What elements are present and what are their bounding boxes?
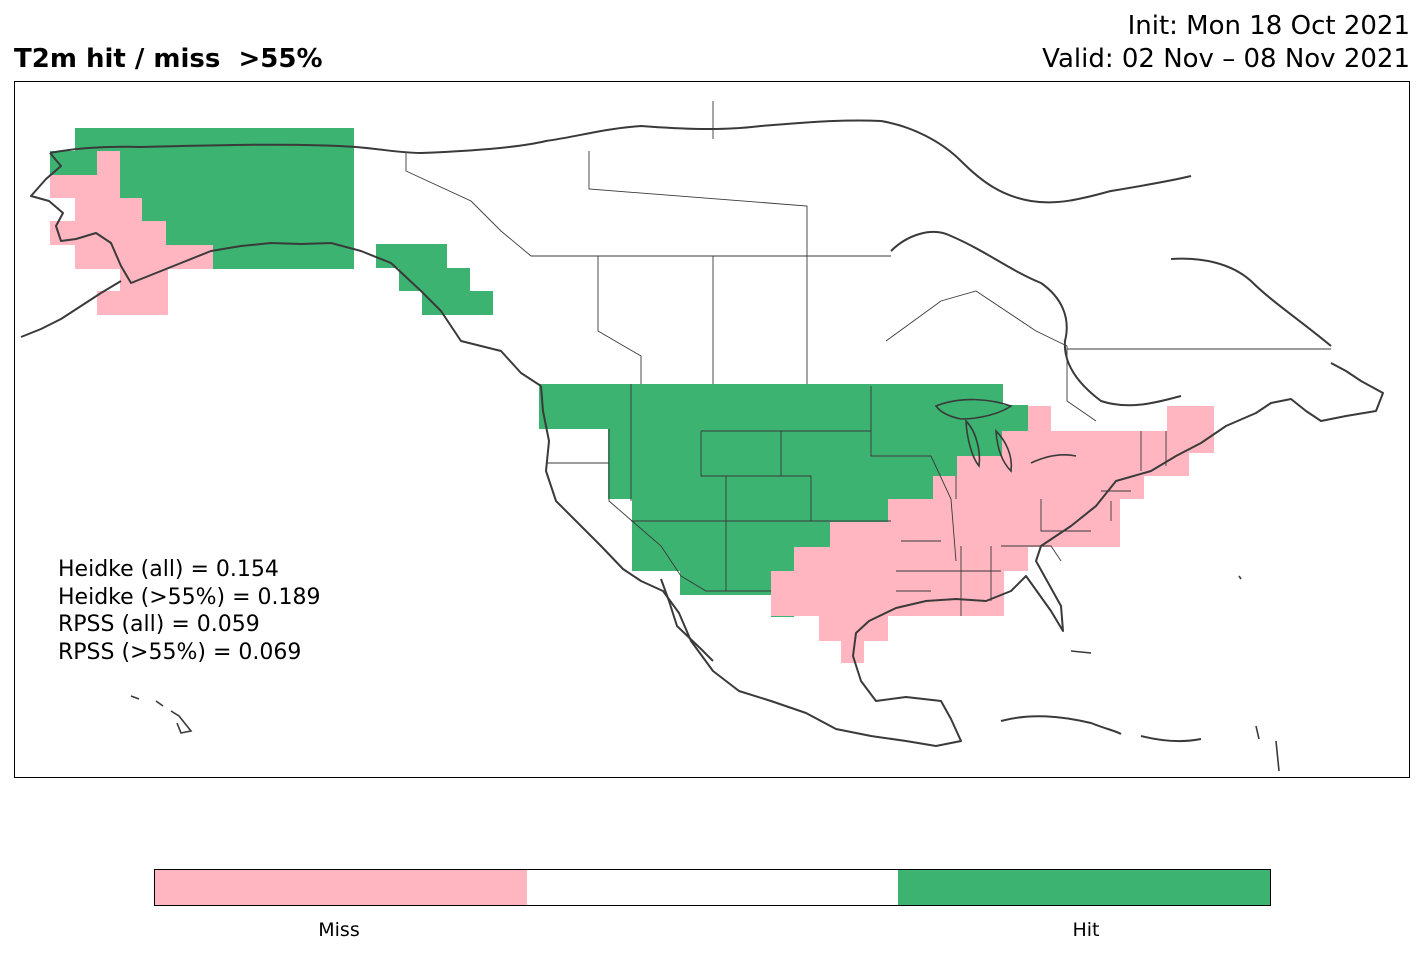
- lakes: [934, 398, 1077, 473]
- map-title: T2m hit / miss >55%: [14, 44, 323, 74]
- map-svg: [20, 101, 1384, 772]
- miss-cells: [50, 151, 1214, 663]
- state-borders: [405, 101, 1331, 616]
- init-date: Init: Mon 18 Oct 2021: [1127, 11, 1410, 41]
- date-info: Init: Mon 18 Oct 2021 Valid: 02 Nov – 08…: [1042, 10, 1410, 76]
- colorbar-miss-swatch: [155, 870, 527, 905]
- colorbar-hit-swatch: [898, 870, 1270, 905]
- map-panel: [14, 81, 1410, 778]
- colorbar-neutral-swatch: [526, 870, 899, 905]
- coastlines: [20, 119, 1384, 747]
- rpss-all: RPSS (all) = 0.059: [58, 612, 260, 637]
- heidke-55: Heidke (>55%) = 0.189: [58, 584, 321, 610]
- islands: [130, 575, 1280, 772]
- valid-date: Valid: 02 Nov – 08 Nov 2021: [1042, 44, 1410, 74]
- colorbar: [154, 869, 1271, 906]
- heidke-all: Heidke (all) = 0.154: [58, 557, 279, 582]
- hit-cells: [50, 128, 1190, 617]
- skill-scores: Heidke (all) = 0.154 Heidke (>55%) = 0.1…: [58, 556, 321, 666]
- colorbar-hit-label: Hit: [1072, 919, 1100, 941]
- colorbar-miss-label: Miss: [318, 919, 360, 941]
- rpss-55: RPSS (>55%) = 0.069: [58, 639, 302, 665]
